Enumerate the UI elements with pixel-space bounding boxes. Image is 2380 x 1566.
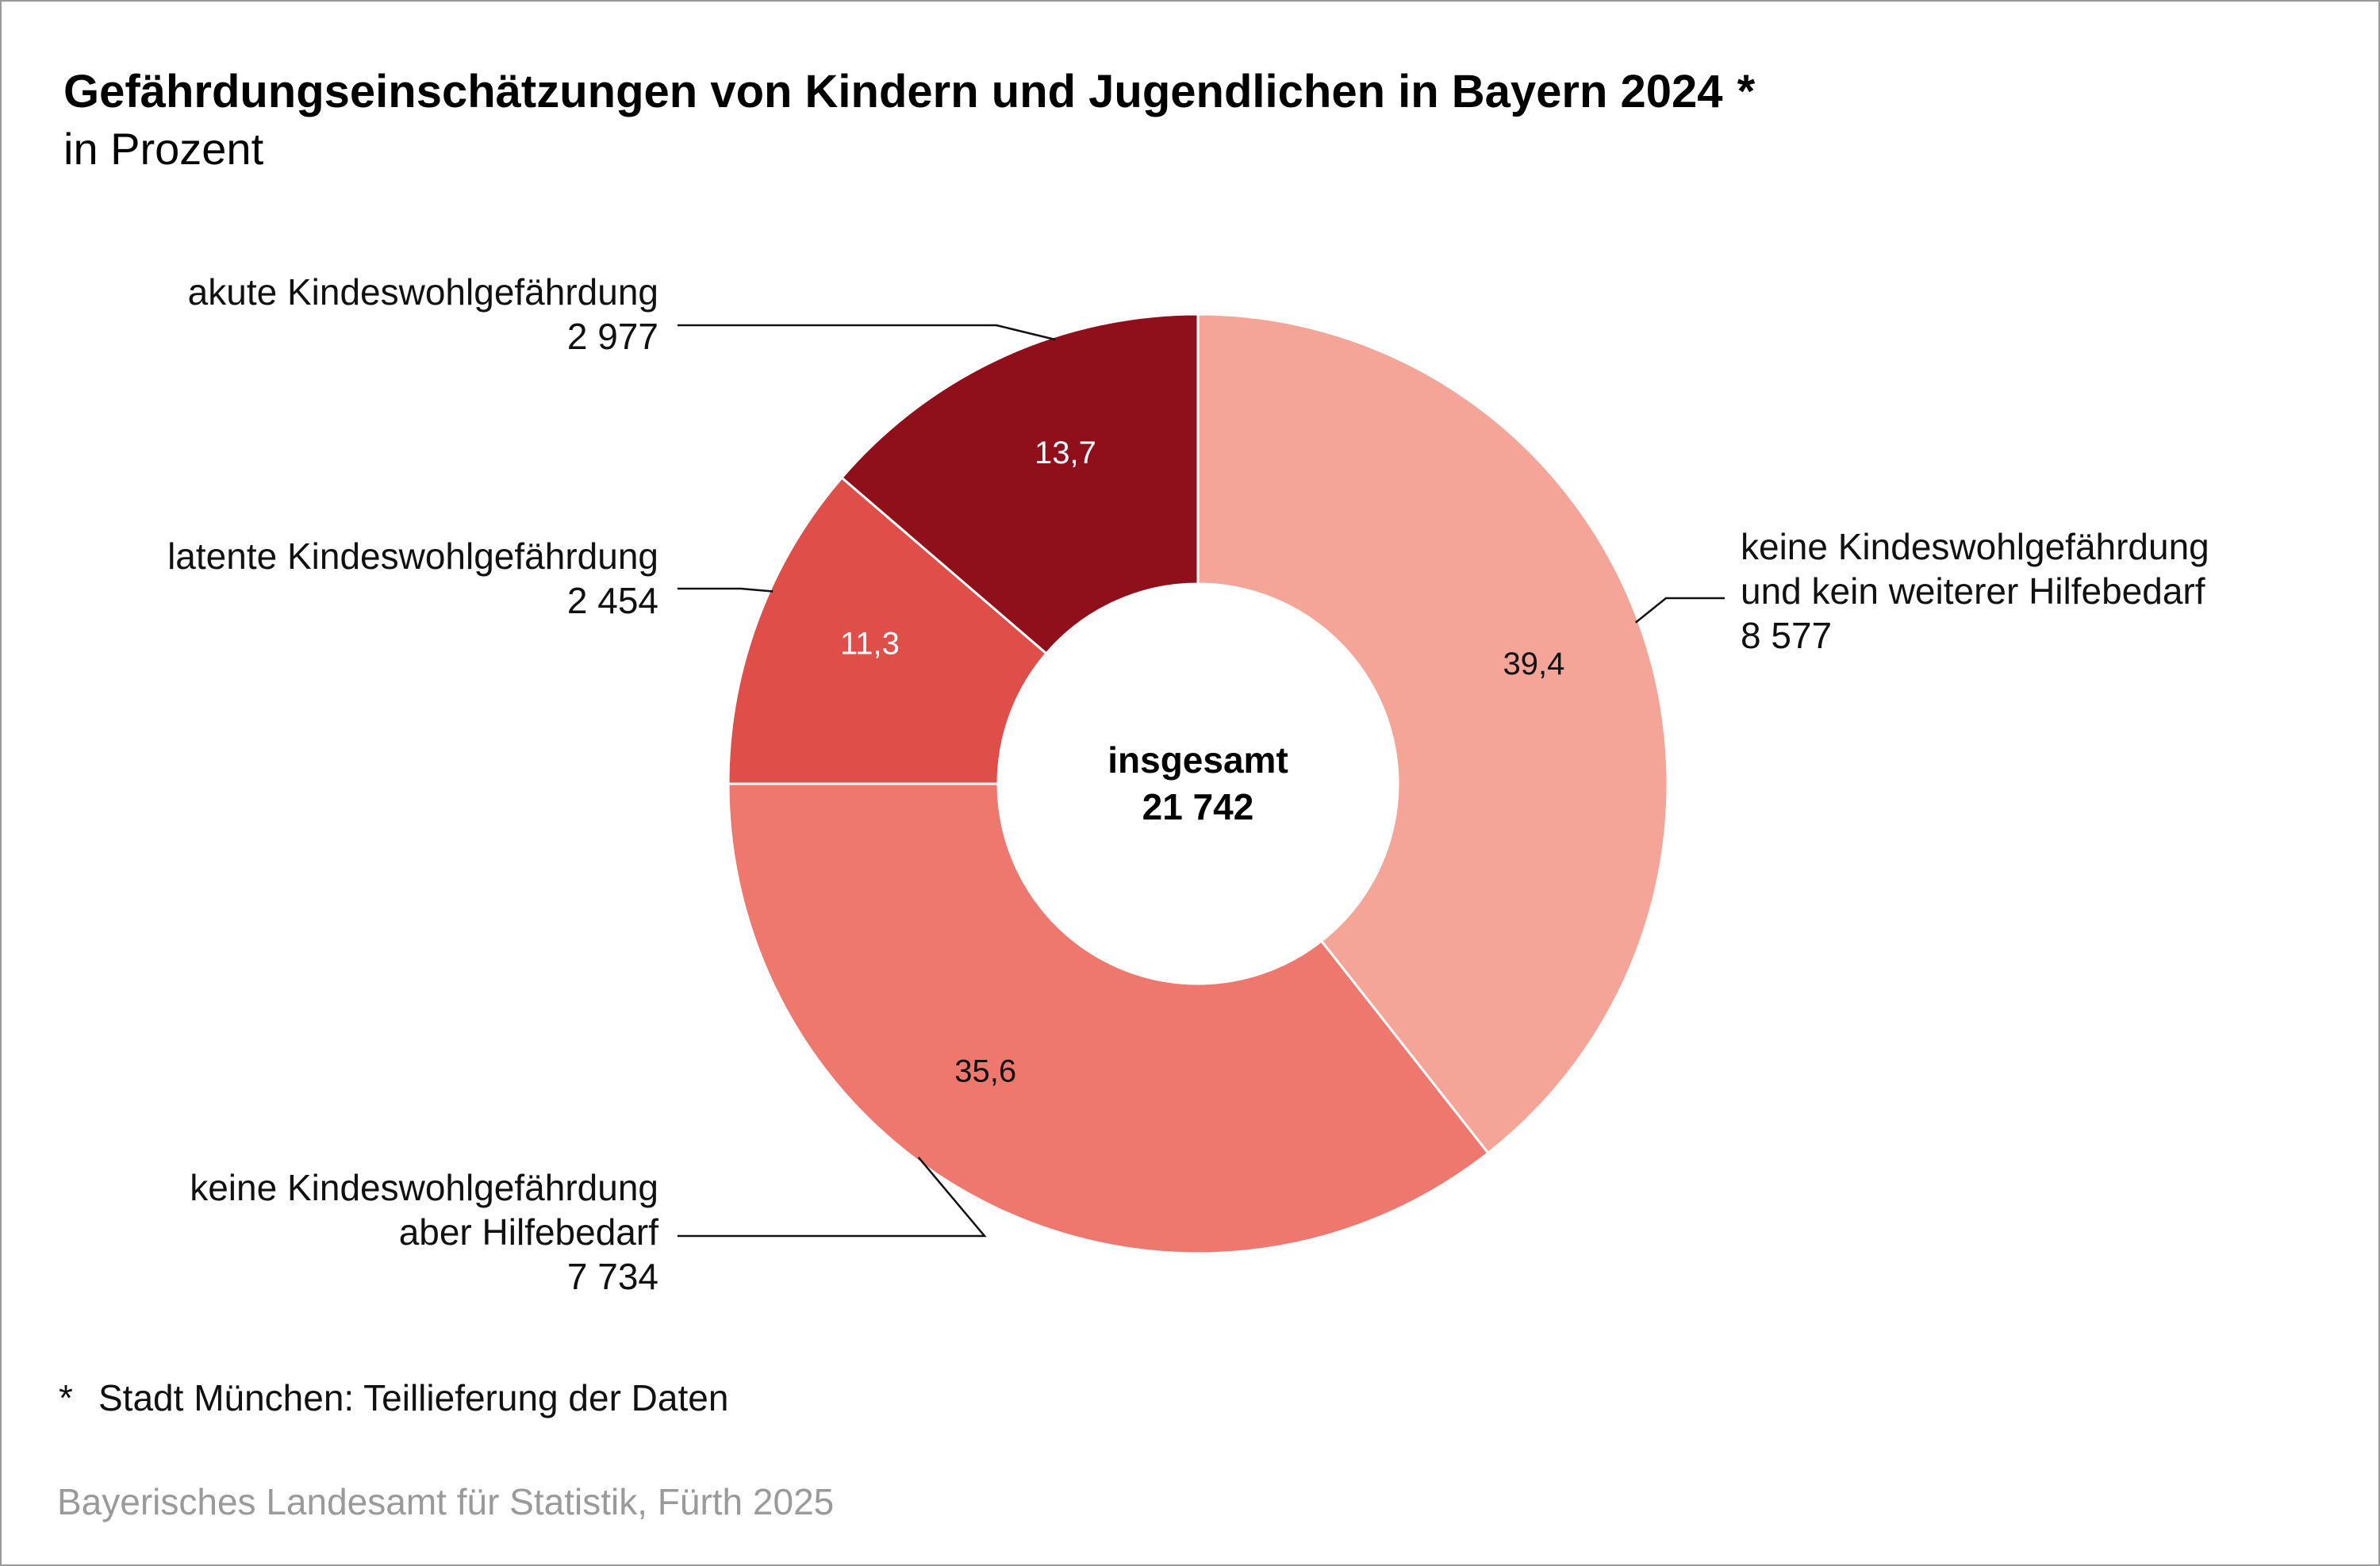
leader-line-3: [678, 587, 774, 593]
percent-label-4: 13,7: [1035, 436, 1096, 470]
chart-title-marker: *: [1737, 66, 1756, 117]
slice-count-4: 2 977: [567, 316, 658, 357]
chart-title-text: Gefährdungseinschätzungen von Kindern un…: [63, 66, 1723, 117]
slice-count-3: 2 454: [567, 580, 658, 621]
slice-label-line-2: aber Hilfebedarf: [399, 1211, 659, 1253]
slice-label-2: keine Kindeswohlgefährdung aber Hilfebeda…: [190, 1167, 658, 1297]
chart-subtitle: in Prozent: [63, 124, 264, 174]
donut-slice-1: [1196, 313, 1669, 1155]
donut-slice-2: [727, 782, 1490, 1255]
percent-labels: 39,4 35,6 11,3 13,7: [840, 436, 1564, 1088]
slice-labels: keine Kindeswohlgefährdung und kein weite…: [167, 271, 2209, 1297]
donut-slice-3: [727, 475, 1049, 785]
source-credit: Bayerisches Landesamt für Statistik, Für…: [57, 1481, 834, 1522]
chart-title: Gefährdungseinschätzungen von Kindern un…: [63, 66, 1756, 117]
percent-label-2: 35,6: [954, 1054, 1016, 1089]
slice-label-line-1: und kein weiterer Hilfebedarf: [1741, 570, 2205, 612]
slice-label-4: akute Kindeswohlgefährdung 2 977: [188, 271, 658, 357]
slice-label-line-3: latente Kindeswohlgefährdung: [167, 535, 658, 577]
footnote-marker: *: [59, 1377, 73, 1418]
leader-lines: [678, 324, 1725, 1238]
footnote: * Stadt München: Teillieferung der Daten: [59, 1377, 728, 1418]
donut-slices: [727, 313, 1669, 1255]
slice-label-line-4: akute Kindeswohlgefährdung: [188, 271, 658, 313]
leader-line-4: [678, 324, 1056, 341]
percent-label-3: 11,3: [840, 627, 900, 662]
slice-label-line-2: keine Kindeswohlgefährdung: [190, 1167, 658, 1208]
center-label-title: insgesamt: [1107, 739, 1288, 781]
slice-label-3: latente Kindeswohlgefährdung 2 454: [167, 535, 658, 621]
donut-slice-4: [839, 313, 1200, 655]
slice-label-1: keine Kindeswohlgefährdung und kein weite…: [1741, 526, 2209, 656]
slice-label-line-1: keine Kindeswohlgefährdung: [1741, 526, 2209, 567]
center-label-total: 21 742: [1142, 786, 1254, 827]
percent-label-1: 39,4: [1503, 647, 1565, 681]
footnote-text: Stadt München: Teillieferung der Daten: [98, 1377, 728, 1418]
slice-count-2: 7 734: [567, 1256, 658, 1297]
slice-count-1: 8 577: [1741, 615, 1832, 656]
leader-line-2: [678, 1156, 987, 1238]
leader-line-1: [1634, 597, 1725, 624]
